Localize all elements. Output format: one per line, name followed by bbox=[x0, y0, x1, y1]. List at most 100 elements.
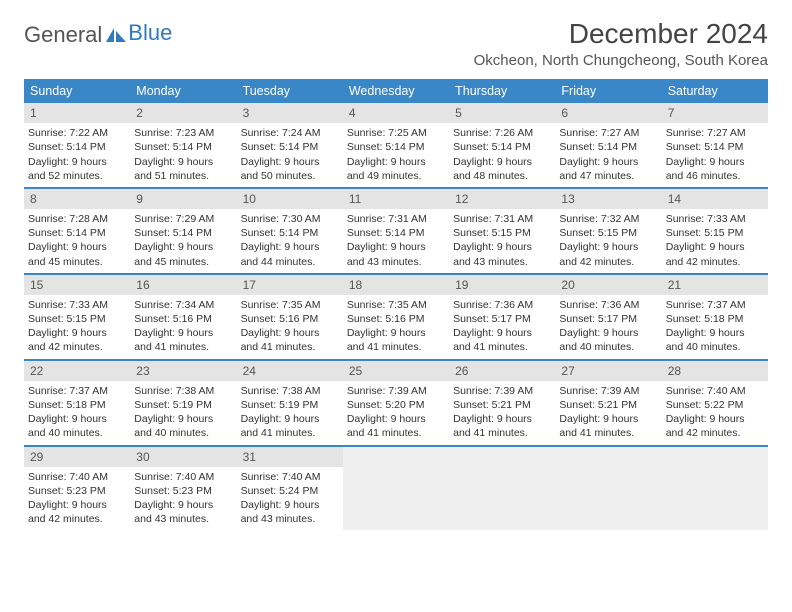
sunset-text: Sunset: 5:14 PM bbox=[134, 140, 232, 154]
day-cell: 6 Sunrise: 7:27 AMSunset: 5:14 PMDaylight… bbox=[555, 103, 661, 187]
day-cell: 10 Sunrise: 7:30 AMSunset: 5:14 PMDayligh… bbox=[237, 189, 343, 273]
daylight-text: Daylight: 9 hours bbox=[666, 412, 764, 426]
daylight-text: Daylight: 9 hours bbox=[347, 326, 445, 340]
sunset-text: Sunset: 5:14 PM bbox=[241, 226, 339, 240]
calendar: SundayMondayTuesdayWednesdayThursdayFrid… bbox=[24, 79, 768, 530]
day-cell: 16Sunrise: 7:34 AMSunset: 5:16 PMDayligh… bbox=[130, 275, 236, 359]
daylight-text: and 42 minutes. bbox=[28, 512, 126, 526]
sunset-text: Sunset: 5:18 PM bbox=[666, 312, 764, 326]
daylight-text: Daylight: 9 hours bbox=[453, 412, 551, 426]
sunset-text: Sunset: 5:14 PM bbox=[453, 140, 551, 154]
daylight-text: and 46 minutes. bbox=[666, 169, 764, 183]
daylight-text: and 41 minutes. bbox=[453, 340, 551, 354]
weekday-header: Thursday bbox=[449, 79, 555, 103]
daylight-text: and 40 minutes. bbox=[559, 340, 657, 354]
daylight-text: and 41 minutes. bbox=[241, 340, 339, 354]
day-cell: 26Sunrise: 7:39 AMSunset: 5:21 PMDayligh… bbox=[449, 361, 555, 445]
daylight-text: Daylight: 9 hours bbox=[134, 412, 232, 426]
sunrise-text: Sunrise: 7:27 AM bbox=[559, 126, 657, 140]
sunset-text: Sunset: 5:17 PM bbox=[559, 312, 657, 326]
day-cell: 8Sunrise: 7:28 AMSunset: 5:14 PMDaylight… bbox=[24, 189, 130, 273]
day-number: 14 bbox=[662, 189, 768, 209]
daylight-text: and 40 minutes. bbox=[666, 340, 764, 354]
day-number: 20 bbox=[555, 275, 661, 295]
day-number: 5 bbox=[449, 103, 555, 123]
sunset-text: Sunset: 5:19 PM bbox=[134, 398, 232, 412]
daylight-text: and 43 minutes. bbox=[241, 512, 339, 526]
sunset-text: Sunset: 5:16 PM bbox=[134, 312, 232, 326]
sunrise-text: Sunrise: 7:28 AM bbox=[28, 212, 126, 226]
sunset-text: Sunset: 5:16 PM bbox=[347, 312, 445, 326]
day-cell: 27Sunrise: 7:39 AMSunset: 5:21 PMDayligh… bbox=[555, 361, 661, 445]
day-cell: 22Sunrise: 7:37 AMSunset: 5:18 PMDayligh… bbox=[24, 361, 130, 445]
sunrise-text: Sunrise: 7:22 AM bbox=[28, 126, 126, 140]
day-number: 21 bbox=[662, 275, 768, 295]
day-number: 26 bbox=[449, 361, 555, 381]
daylight-text: and 45 minutes. bbox=[28, 255, 126, 269]
day-number: 11 bbox=[343, 189, 449, 209]
week-row: 1Sunrise: 7:22 AMSunset: 5:14 PMDaylight… bbox=[24, 103, 768, 189]
sunset-text: Sunset: 5:22 PM bbox=[666, 398, 764, 412]
sunset-text: Sunset: 5:14 PM bbox=[28, 226, 126, 240]
daylight-text: and 42 minutes. bbox=[559, 255, 657, 269]
daylight-text: Daylight: 9 hours bbox=[347, 412, 445, 426]
day-number: 8 bbox=[24, 189, 130, 209]
day-cell: 15Sunrise: 7:33 AMSunset: 5:15 PMDayligh… bbox=[24, 275, 130, 359]
brand-part1: General bbox=[24, 22, 102, 48]
daylight-text: and 43 minutes. bbox=[347, 255, 445, 269]
weekday-header: Wednesday bbox=[343, 79, 449, 103]
sunrise-text: Sunrise: 7:35 AM bbox=[241, 298, 339, 312]
sunrise-text: Sunrise: 7:39 AM bbox=[347, 384, 445, 398]
day-cell: 14Sunrise: 7:33 AMSunset: 5:15 PMDayligh… bbox=[662, 189, 768, 273]
day-cell: 3Sunrise: 7:24 AMSunset: 5:14 PMDaylight… bbox=[237, 103, 343, 187]
sunset-text: Sunset: 5:14 PM bbox=[241, 140, 339, 154]
daylight-text: and 47 minutes. bbox=[559, 169, 657, 183]
daylight-text: and 41 minutes. bbox=[347, 340, 445, 354]
day-cell: 30Sunrise: 7:40 AMSunset: 5:23 PMDayligh… bbox=[130, 447, 236, 531]
day-cell: 13Sunrise: 7:32 AMSunset: 5:15 PMDayligh… bbox=[555, 189, 661, 273]
daylight-text: Daylight: 9 hours bbox=[241, 240, 339, 254]
day-number: 15 bbox=[24, 275, 130, 295]
daylight-text: Daylight: 9 hours bbox=[347, 155, 445, 169]
daylight-text: and 42 minutes. bbox=[28, 340, 126, 354]
daylight-text: Daylight: 9 hours bbox=[453, 326, 551, 340]
sunrise-text: Sunrise: 7:30 AM bbox=[241, 212, 339, 226]
daylight-text: Daylight: 9 hours bbox=[347, 240, 445, 254]
day-number: 6 bbox=[555, 103, 661, 123]
location-text: Okcheon, North Chungcheong, South Korea bbox=[474, 52, 768, 69]
sunrise-text: Sunrise: 7:34 AM bbox=[134, 298, 232, 312]
daylight-text: and 44 minutes. bbox=[241, 255, 339, 269]
day-number: 29 bbox=[24, 447, 130, 467]
daylight-text: Daylight: 9 hours bbox=[559, 155, 657, 169]
sunset-text: Sunset: 5:15 PM bbox=[559, 226, 657, 240]
sunset-text: Sunset: 5:15 PM bbox=[28, 312, 126, 326]
sunset-text: Sunset: 5:23 PM bbox=[134, 484, 232, 498]
day-cell: 12Sunrise: 7:31 AMSunset: 5:15 PMDayligh… bbox=[449, 189, 555, 273]
daylight-text: Daylight: 9 hours bbox=[28, 498, 126, 512]
sunrise-text: Sunrise: 7:36 AM bbox=[453, 298, 551, 312]
day-cell: 25Sunrise: 7:39 AMSunset: 5:20 PMDayligh… bbox=[343, 361, 449, 445]
day-cell: 7Sunrise: 7:27 AMSunset: 5:14 PMDaylight… bbox=[662, 103, 768, 187]
day-number: 24 bbox=[237, 361, 343, 381]
sunrise-text: Sunrise: 7:40 AM bbox=[28, 470, 126, 484]
daylight-text: and 43 minutes. bbox=[134, 512, 232, 526]
day-number: 10 bbox=[237, 189, 343, 209]
daylight-text: and 43 minutes. bbox=[453, 255, 551, 269]
day-cell-empty bbox=[343, 447, 449, 531]
day-cell: 5Sunrise: 7:26 AMSunset: 5:14 PMDaylight… bbox=[449, 103, 555, 187]
day-cell: 28Sunrise: 7:40 AMSunset: 5:22 PMDayligh… bbox=[662, 361, 768, 445]
sunrise-text: Sunrise: 7:24 AM bbox=[241, 126, 339, 140]
day-number: 28 bbox=[662, 361, 768, 381]
sunrise-text: Sunrise: 7:31 AM bbox=[347, 212, 445, 226]
daylight-text: and 41 minutes. bbox=[241, 426, 339, 440]
daylight-text: Daylight: 9 hours bbox=[134, 155, 232, 169]
day-cell: 21Sunrise: 7:37 AMSunset: 5:18 PMDayligh… bbox=[662, 275, 768, 359]
daylight-text: Daylight: 9 hours bbox=[453, 155, 551, 169]
daylight-text: and 41 minutes. bbox=[559, 426, 657, 440]
daylight-text: Daylight: 9 hours bbox=[28, 155, 126, 169]
sunset-text: Sunset: 5:14 PM bbox=[559, 140, 657, 154]
daylight-text: Daylight: 9 hours bbox=[559, 412, 657, 426]
day-number: 31 bbox=[237, 447, 343, 467]
week-row: 22Sunrise: 7:37 AMSunset: 5:18 PMDayligh… bbox=[24, 361, 768, 447]
day-cell: 1Sunrise: 7:22 AMSunset: 5:14 PMDaylight… bbox=[24, 103, 130, 187]
